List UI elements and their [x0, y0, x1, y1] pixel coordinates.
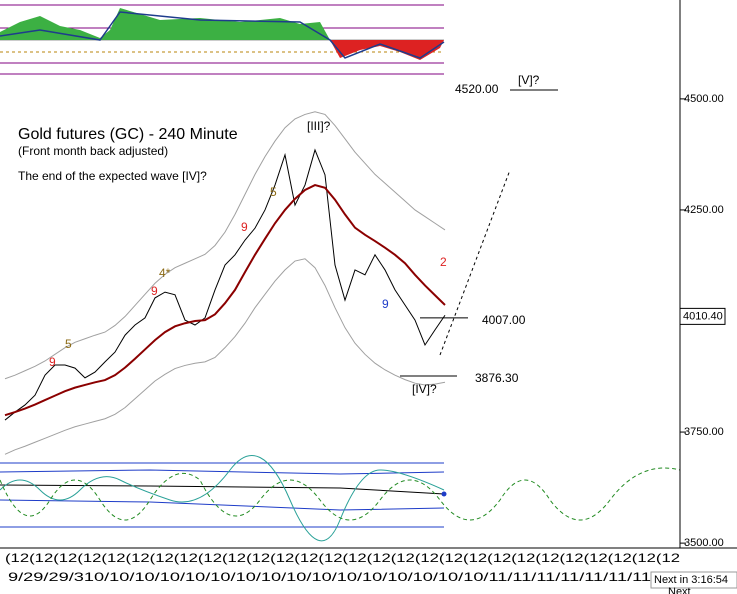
oscillator-line [0, 484, 445, 495]
y-tick-label: 3750.00 [684, 426, 724, 438]
projection-line [439, 169, 511, 356]
cycle-projection [0, 467, 681, 521]
wave-label: [III]? [307, 119, 331, 133]
footer-label: Next [668, 586, 691, 594]
wave-label: 2 [440, 255, 447, 269]
level-label: 4520.00 [455, 82, 499, 96]
last-price-box [679, 307, 726, 325]
y-tick-label: 3500.00 [684, 537, 724, 549]
countdown-box [650, 571, 737, 589]
oscillator-line [0, 499, 445, 511]
wave-label: 9 [49, 355, 56, 369]
x-tick-labels: (12(12(12(12(12(12(12(12(12(12(12(12(12(… [5, 551, 680, 565]
y-tick-label: 4500.00 [684, 93, 724, 105]
wave-label: 5 [65, 337, 72, 351]
indicator-line [0, 11, 445, 59]
level-label: 4007.00 [482, 313, 526, 327]
price-line [4, 148, 446, 421]
chart-subtitle: (Front month back adjusted) [18, 144, 168, 158]
x-tick-labels: 9/29/29/310/10/10/10/10/10/10/10/10/10/1… [8, 570, 681, 584]
oscillator-panel [0, 454, 681, 542]
histogram-positive [0, 8, 330, 40]
wave-label: 5 [270, 185, 277, 199]
countdown: Next in 3:16:54 [654, 574, 728, 586]
wave-label: [IV]? [412, 382, 437, 396]
wave-label: 4* [159, 266, 171, 280]
oscillator-dot [441, 491, 447, 497]
indicator-panel-top [0, 4, 445, 75]
chart-note: The end of the expected wave [IV]? [18, 169, 207, 183]
oscillator-line [0, 454, 445, 542]
level-label: 3876.30 [475, 371, 519, 385]
histogram-negative [330, 40, 444, 60]
price-line [4, 258, 446, 455]
wave-label: 9 [241, 220, 248, 234]
oscillator-line [0, 469, 445, 475]
price-line [4, 183, 446, 417]
price-line [4, 111, 446, 380]
chart-title: Gold futures (GC) - 240 Minute [18, 126, 238, 143]
wave-label: 9 [382, 297, 389, 311]
y-tick-label: 4250.00 [684, 204, 724, 216]
last-price-label: 4010.40 [683, 310, 723, 322]
wave-label: 9 [151, 284, 158, 298]
wave-label: [V]? [518, 73, 540, 87]
